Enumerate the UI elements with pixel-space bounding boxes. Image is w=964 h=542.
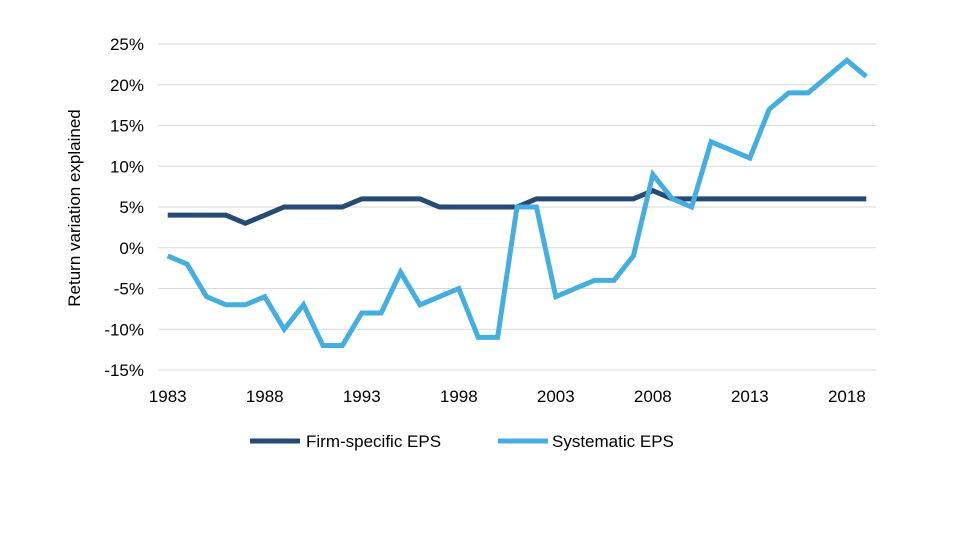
data-point bbox=[379, 310, 384, 315]
x-tick-label: 1988 bbox=[246, 387, 284, 406]
data-point bbox=[864, 74, 869, 79]
data-point bbox=[592, 278, 597, 283]
data-point bbox=[476, 205, 481, 210]
data-point bbox=[340, 205, 345, 210]
data-point bbox=[553, 294, 558, 299]
data-point bbox=[165, 213, 170, 218]
data-point bbox=[417, 196, 422, 201]
data-point bbox=[806, 90, 811, 95]
data-point bbox=[825, 74, 830, 79]
y-tick-label: 20% bbox=[110, 76, 144, 95]
data-point bbox=[534, 205, 539, 210]
data-point bbox=[689, 205, 694, 210]
data-point bbox=[786, 196, 791, 201]
data-point bbox=[437, 294, 442, 299]
x-tick-label: 2018 bbox=[828, 387, 866, 406]
data-point bbox=[282, 327, 287, 332]
data-point bbox=[631, 253, 636, 258]
y-tick-label: 0% bbox=[119, 239, 144, 258]
data-point bbox=[320, 205, 325, 210]
y-axis-title: Return variation explained bbox=[65, 109, 84, 307]
data-point bbox=[223, 302, 228, 307]
data-point bbox=[456, 205, 461, 210]
y-tick-label: 5% bbox=[119, 198, 144, 217]
data-point bbox=[476, 335, 481, 340]
data-point bbox=[573, 196, 578, 201]
y-tick-label: 25% bbox=[110, 35, 144, 54]
x-tick-label: 1993 bbox=[343, 387, 381, 406]
data-point bbox=[767, 107, 772, 112]
y-tick-label: -10% bbox=[104, 320, 144, 339]
data-point bbox=[359, 310, 364, 315]
x-tick-label: 2008 bbox=[634, 387, 672, 406]
data-point bbox=[320, 343, 325, 348]
data-point bbox=[728, 147, 733, 152]
data-point bbox=[728, 196, 733, 201]
data-point bbox=[709, 139, 714, 144]
data-point bbox=[670, 196, 675, 201]
y-tick-label: 10% bbox=[110, 157, 144, 176]
data-point bbox=[301, 205, 306, 210]
y-tick-label: -5% bbox=[114, 280, 144, 299]
data-point bbox=[534, 196, 539, 201]
data-point bbox=[612, 196, 617, 201]
data-point bbox=[592, 196, 597, 201]
data-point bbox=[844, 196, 849, 201]
data-point bbox=[864, 196, 869, 201]
data-point bbox=[612, 278, 617, 283]
data-point bbox=[650, 172, 655, 177]
data-point bbox=[495, 205, 500, 210]
data-point bbox=[204, 213, 209, 218]
data-point bbox=[204, 294, 209, 299]
x-tick-label: 2003 bbox=[537, 387, 575, 406]
series-lines bbox=[165, 57, 869, 349]
data-point bbox=[243, 302, 248, 307]
data-point bbox=[515, 205, 520, 210]
data-point bbox=[262, 294, 267, 299]
data-point bbox=[786, 90, 791, 95]
data-point bbox=[282, 205, 287, 210]
legend: Firm-specific EPS Systematic EPS bbox=[250, 432, 674, 451]
y-tick-label: 15% bbox=[110, 117, 144, 136]
data-point bbox=[747, 156, 752, 161]
data-point bbox=[573, 286, 578, 291]
data-point bbox=[709, 196, 714, 201]
data-point bbox=[340, 343, 345, 348]
x-tick-label: 2013 bbox=[731, 387, 769, 406]
legend-label: Firm-specific EPS bbox=[306, 432, 441, 451]
data-point bbox=[553, 196, 558, 201]
x-tick-label: 1983 bbox=[149, 387, 187, 406]
data-point bbox=[631, 196, 636, 201]
data-point bbox=[417, 302, 422, 307]
data-point bbox=[844, 58, 849, 63]
data-point bbox=[767, 196, 772, 201]
data-point bbox=[262, 213, 267, 218]
data-point bbox=[456, 286, 461, 291]
data-point bbox=[301, 302, 306, 307]
x-tick-label: 1998 bbox=[440, 387, 478, 406]
y-tick-label: -15% bbox=[104, 361, 144, 380]
data-point bbox=[398, 270, 403, 275]
y-axis-ticks: -15% -10% -5% 0% 5% 10% 15% 20% 25% bbox=[104, 35, 144, 380]
data-point bbox=[223, 213, 228, 218]
data-point bbox=[243, 221, 248, 226]
x-axis-ticks: 1983 1988 1993 1998 2003 2008 2013 2018 bbox=[149, 387, 866, 406]
data-point bbox=[185, 262, 190, 267]
data-point bbox=[398, 196, 403, 201]
data-point bbox=[437, 205, 442, 210]
legend-label: Systematic EPS bbox=[552, 432, 674, 451]
data-point bbox=[747, 196, 752, 201]
data-point bbox=[185, 213, 190, 218]
data-point bbox=[825, 196, 830, 201]
data-point bbox=[806, 196, 811, 201]
data-point bbox=[359, 196, 364, 201]
data-point bbox=[165, 253, 170, 258]
data-point bbox=[495, 335, 500, 340]
data-point bbox=[379, 196, 384, 201]
series-line-systematic-eps bbox=[166, 57, 868, 349]
